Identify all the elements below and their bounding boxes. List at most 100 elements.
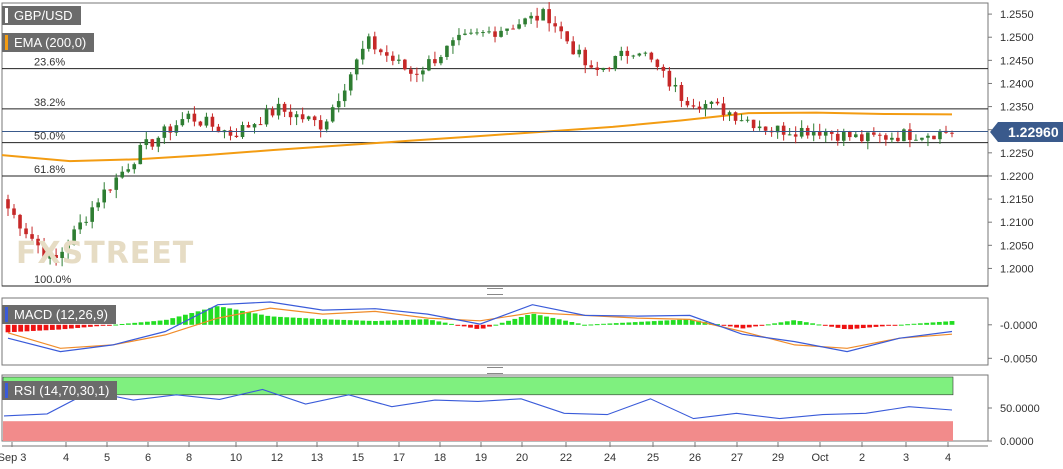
fibonacci-label: 38.2% [34,97,65,109]
candle-body [114,177,119,190]
candle-body [691,105,696,107]
macd-histogram-bar [43,324,49,331]
candle-body [174,125,179,133]
macd-histogram-bar [658,320,663,325]
candle-body [360,48,365,60]
candle-body [938,130,942,140]
macd-histogram-bar [316,318,321,325]
macd-histogram-bar [696,320,701,325]
candle-body [318,120,323,130]
macd-histogram-bar [125,323,131,325]
candle-body [138,145,143,165]
candle-body [198,121,203,126]
macd-histogram-bar [335,319,340,325]
macd-histogram-bar [544,316,549,325]
macd-histogram-bar [892,324,898,326]
macd-histogram-bar [303,318,309,325]
x-tick-label: 6 [145,452,151,464]
macd-histogram-bar [594,324,600,326]
macd-histogram-bar [68,324,74,329]
macd-y-tick-label: -0.0050 [1000,353,1037,365]
macd-histogram-bar [816,324,822,326]
candle-body [914,139,918,141]
macd-histogram-bar [404,319,410,325]
pane-resize-handle-rsi[interactable] [487,367,503,374]
macd-histogram-bar [195,311,201,325]
candle-body [258,124,263,126]
candle-body [829,131,834,134]
macd-histogram-bar [341,319,347,325]
candle-body [781,125,786,135]
candle-body [565,31,569,42]
candle-body [733,112,738,121]
x-tick-label: 17 [393,452,405,464]
candle-body [703,103,708,110]
candle-body [372,36,377,50]
macd-histogram-bar [11,324,17,332]
macd-histogram-bar [227,308,233,325]
x-tick-label: Sep 3 [0,452,26,464]
macd-histogram-bar [683,319,689,325]
candle-body [649,52,654,60]
macd-histogram-bar [290,317,296,325]
macd-histogram-bar [537,315,543,325]
x-tick-label: Oct [811,452,828,464]
macd-histogram-bar [867,324,873,328]
macd-histogram-bar [677,319,682,325]
candle-body [66,244,70,252]
candle-body [451,40,455,46]
candle-body [547,9,551,24]
candle-body [252,124,257,128]
candle-body [24,228,28,235]
macd-histogram-bar [607,323,613,325]
candle-body [186,113,191,120]
candle-body [637,53,642,56]
macd-histogram-bar [208,307,214,325]
x-tick-label: 18 [434,452,446,464]
candle-body [920,137,924,140]
candle-body [144,139,149,146]
candle-body [559,26,563,32]
rsi-line [3,388,953,420]
macd-histogram-bar [385,320,391,325]
macd-histogram-bar [480,324,486,329]
candle-body [523,18,527,25]
macd-histogram-bar [854,324,860,329]
macd-histogram-bar [87,324,93,327]
candle-body [433,59,437,64]
candle-body [60,251,64,259]
candle-body [841,131,846,141]
fibonacci-label: 50.0% [34,131,65,143]
candle-body [884,135,888,140]
candle-body [391,55,395,61]
candle-body [42,245,46,259]
y-tick-label: 1.2100 [1000,217,1034,229]
macd-histogram-bar [829,324,835,327]
macd-histogram-bar [841,324,847,329]
candle-body [192,113,197,122]
candle-body [619,50,624,57]
macd-histogram-bar [442,322,448,325]
macd-histogram-bar [119,323,125,325]
macd-histogram-bar [468,324,473,328]
candle-body [763,126,768,131]
macd-histogram-bar [518,316,524,325]
macd-histogram-bar [569,322,575,325]
macd-histogram-bar [556,319,562,325]
macd-histogram-bar [379,320,385,325]
macd-histogram-bar [715,324,720,326]
pane-resize-handle-macd[interactable] [487,288,503,295]
x-tick-label: 22 [560,452,572,464]
candle-body [823,131,828,136]
candle-body [108,189,113,191]
macd-histogram-bar [898,324,904,326]
macd-histogram-bar [449,323,454,325]
candle-body [463,33,467,35]
macd-histogram-bar [202,309,207,325]
macd-histogram-bar [252,313,258,325]
candle-body [306,116,311,120]
candle-body [505,28,509,31]
macd-histogram-bar [727,324,733,327]
candle-body [348,74,353,91]
macd-histogram-bar [632,322,638,325]
